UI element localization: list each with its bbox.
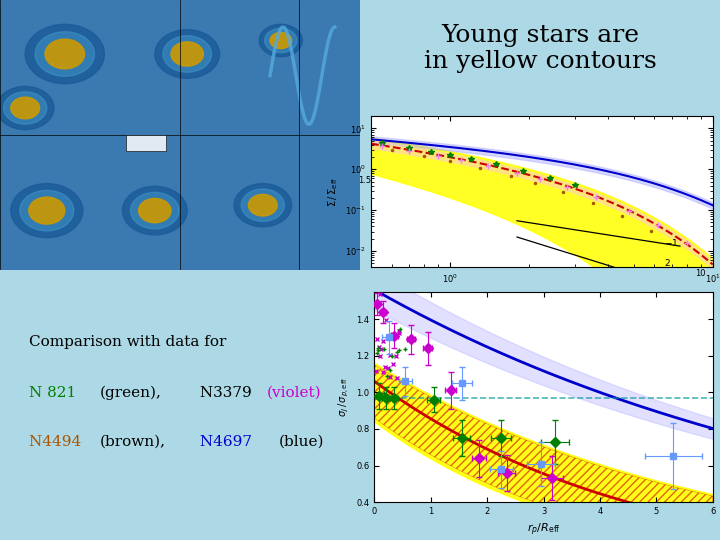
Circle shape [234,184,292,227]
Text: (blue): (blue) [279,435,324,449]
Text: Young stars are
in yellow contours: Young stars are in yellow contours [423,24,657,73]
Circle shape [241,189,284,221]
Circle shape [0,86,54,130]
Circle shape [122,186,187,235]
Circle shape [248,194,277,216]
Text: N4697: N4697 [195,435,257,449]
Circle shape [171,42,204,66]
Text: 10: 10 [696,269,706,278]
Text: 1.5: 1.5 [358,176,371,185]
Text: Comparison with data for: Comparison with data for [29,335,226,349]
Circle shape [35,32,94,76]
Circle shape [270,32,292,49]
Y-axis label: $\Sigma\,/\,\Sigma_{\rm eff}$: $\Sigma\,/\,\Sigma_{\rm eff}$ [325,177,340,207]
Circle shape [163,36,212,72]
Circle shape [29,197,65,224]
X-axis label: $r_p/R_{\rm eff}$: $r_p/R_{\rm eff}$ [527,522,560,538]
Circle shape [4,92,47,124]
Text: $-1$: $-1$ [664,238,678,248]
Circle shape [155,30,220,78]
Text: (violet): (violet) [266,386,321,400]
Circle shape [259,24,302,57]
Circle shape [130,192,179,229]
Bar [126,135,166,151]
Text: (brown),: (brown), [100,435,166,449]
Y-axis label: $\sigma_J\,/\,\sigma_{p,{\rm eff}}$: $\sigma_J\,/\,\sigma_{p,{\rm eff}}$ [336,377,351,417]
Text: $2$: $2$ [664,258,670,268]
Text: N 821: N 821 [29,386,81,400]
Circle shape [11,97,40,119]
Circle shape [139,199,171,222]
Circle shape [11,184,83,238]
Circle shape [25,24,104,84]
Text: N3379: N3379 [195,386,252,400]
Text: N4494: N4494 [29,435,86,449]
Text: (green),: (green), [100,386,162,400]
X-axis label: $r_p/R_{\rm eff}$: $r_p/R_{\rm eff}$ [527,290,557,305]
Circle shape [265,28,297,52]
Circle shape [45,39,85,69]
Circle shape [19,191,74,231]
